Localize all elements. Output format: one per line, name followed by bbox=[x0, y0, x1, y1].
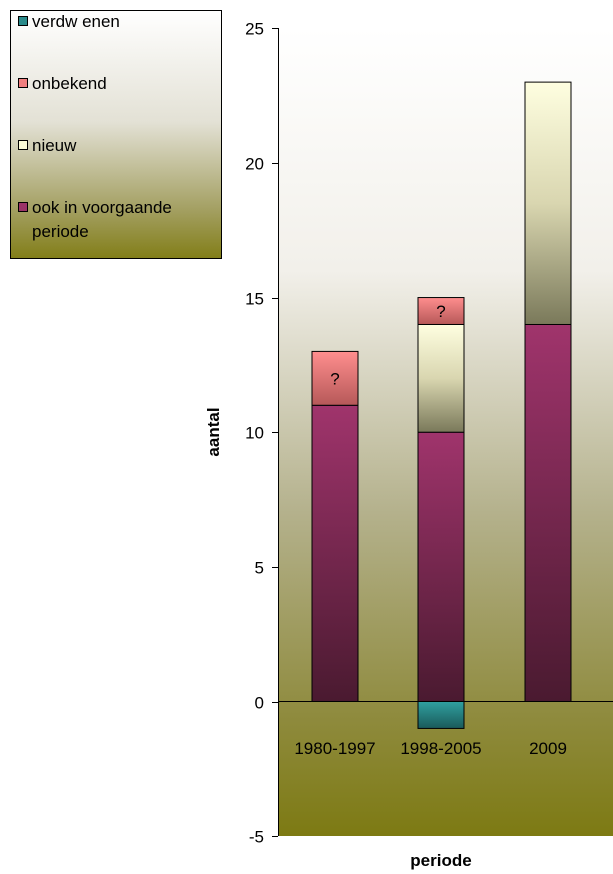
bar-segment-nieuw-1998-2005 bbox=[417, 323, 465, 433]
y-axis-title: aantal bbox=[204, 407, 223, 456]
y-tick-label: 15 bbox=[245, 290, 264, 309]
legend-swatch-nieuw bbox=[18, 140, 28, 150]
y-tick-label: 0 bbox=[255, 694, 264, 713]
legend-box bbox=[10, 10, 222, 259]
x-labels-group: 1980-1997 1998-2005 2009 bbox=[294, 739, 567, 758]
y-tick-label: 5 bbox=[255, 559, 264, 578]
legend: verdw enen onbekend nieuw ook in voorgaande… bbox=[10, 10, 222, 259]
y-tick-label: 25 bbox=[245, 20, 264, 39]
x-tick-label: 1998-2005 bbox=[400, 739, 481, 758]
x-axis-title: periode bbox=[410, 851, 471, 870]
bar-labels-group: ?? bbox=[330, 302, 445, 388]
bar-segment-ook-in-voorgaande-periode-1998-2005 bbox=[417, 431, 465, 702]
legend-swatch-onbekend bbox=[18, 78, 28, 88]
legend-label-verdw-enen: verdw enen bbox=[32, 12, 120, 31]
legend-items-group: verdw enen onbekend nieuw ook in voorgaande… bbox=[18, 12, 172, 241]
bar-segment-ook-in-voorgaande-periode-2009 bbox=[524, 323, 572, 702]
bar-segment-onbekend-1980-1997 bbox=[311, 350, 359, 406]
segment-label-1980-1997: ? bbox=[330, 369, 339, 388]
bars-group bbox=[311, 81, 572, 729]
legend-label-ook-in-voorgaande-periode: ook in voorgaande periode bbox=[32, 198, 172, 241]
bar-segment-verdw-enen-1998-2005 bbox=[417, 701, 465, 729]
bar-segment-ook-in-voorgaande-periode-1980-1997 bbox=[311, 404, 359, 702]
x-tick-label: 2009 bbox=[529, 739, 567, 758]
y-tick-label: 10 bbox=[245, 424, 264, 443]
bar-segment-nieuw-2009 bbox=[524, 81, 572, 325]
legend-swatch-ook-in-voorgaande-periode bbox=[18, 202, 28, 212]
y-tick-label: 20 bbox=[245, 155, 264, 174]
legend-label-onbekend: onbekend bbox=[32, 74, 107, 93]
legend-swatch-verdw-enen bbox=[18, 16, 28, 26]
x-tick-label: 1980-1997 bbox=[294, 739, 375, 758]
y-tick-label: -5 bbox=[249, 828, 264, 847]
legend-label-nieuw: nieuw bbox=[32, 136, 77, 155]
bar-segment-onbekend-1998-2005 bbox=[417, 297, 465, 325]
segment-label-1998-2005: ? bbox=[436, 302, 445, 321]
y-ticks-group: -5 0 5 10 15 20 25 bbox=[245, 20, 278, 847]
